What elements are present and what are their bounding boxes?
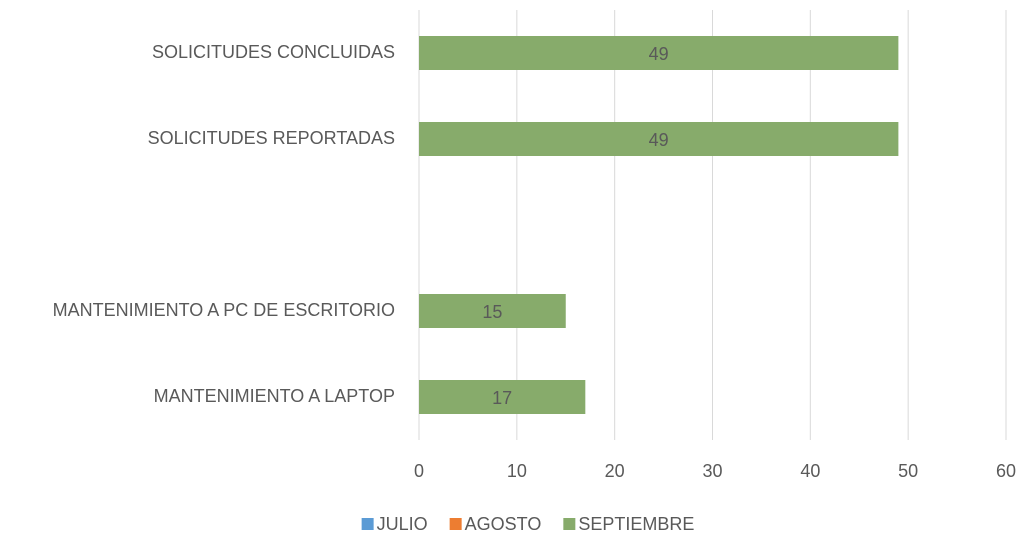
data-label: 49 [649,130,669,150]
bar [419,36,899,70]
x-tick-label: 0 [414,461,424,481]
bar [419,380,586,414]
y-tick-label: MANTENIMIENTO A LAPTOP [154,386,395,406]
legend-label: JULIO [377,514,428,534]
legend-swatch [563,518,576,530]
legend: JULIO AGOSTO SEPTIEMBRE [361,514,694,534]
legend-label: AGOSTO [465,514,542,534]
y-tick-label: SOLICITUDES CONCLUIDAS [152,42,395,62]
data-label: 15 [482,302,502,322]
x-tick-label: 30 [702,461,722,481]
legend-swatch [449,518,462,530]
legend-label: SEPTIEMBRE [578,514,694,534]
x-tick-label: 50 [898,461,918,481]
bar [419,294,566,328]
x-tick-label: 20 [605,461,625,481]
x-tick-label: 40 [800,461,820,481]
legend-swatch [361,518,374,530]
data-label: 17 [492,388,512,408]
x-tick-label: 60 [996,461,1016,481]
y-tick-label: SOLICITUDES REPORTADAS [148,128,395,148]
bar [419,122,899,156]
y-tick-label: MANTENIMIENTO A PC DE ESCRITORIO [53,300,395,320]
data-label: 49 [649,44,669,64]
x-tick-label: 10 [507,461,527,481]
